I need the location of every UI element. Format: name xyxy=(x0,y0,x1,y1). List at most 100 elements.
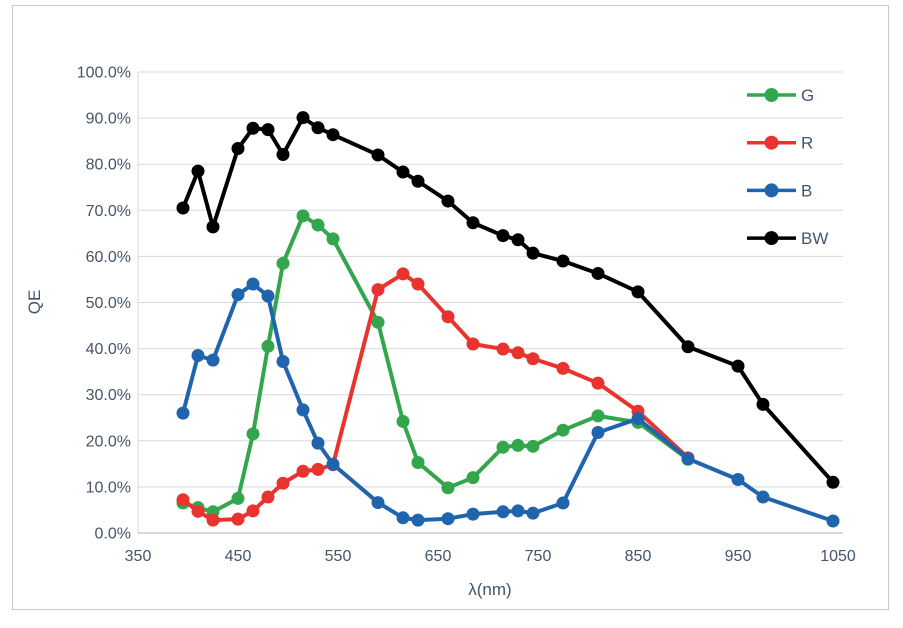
data-point-B-745nm xyxy=(526,506,540,520)
data-point-BW-1045nm xyxy=(826,475,840,489)
data-point-BW-630nm xyxy=(411,174,425,188)
legend-label-R: R xyxy=(801,134,813,153)
data-point-R-530nm xyxy=(311,462,325,476)
x-tick-label-850: 850 xyxy=(625,548,652,565)
data-point-BW-745nm xyxy=(526,246,540,260)
data-point-R-450nm xyxy=(231,512,245,526)
series-plot xyxy=(176,111,840,528)
data-point-R-630nm xyxy=(411,277,425,291)
axis-lines xyxy=(137,72,843,534)
y-axis-title: QE xyxy=(25,290,44,315)
data-point-R-465nm xyxy=(246,504,260,518)
data-point-R-615nm xyxy=(396,267,410,281)
legend-marker-BW xyxy=(764,231,779,246)
data-point-BW-775nm xyxy=(556,254,570,268)
data-point-B-1045nm xyxy=(826,514,840,528)
data-point-BW-515nm xyxy=(296,111,310,125)
gridlines xyxy=(138,71,843,488)
data-point-G-545nm xyxy=(326,232,340,246)
x-tick-label-550: 550 xyxy=(325,548,352,565)
data-point-R-410nm xyxy=(191,504,205,518)
legend-item-R: R xyxy=(747,134,813,153)
data-point-G-715nm xyxy=(496,440,510,454)
data-point-B-715nm xyxy=(496,505,510,519)
data-point-G-530nm xyxy=(311,218,325,232)
data-point-R-660nm xyxy=(441,310,455,324)
y-tick-label-0: 0.0% xyxy=(95,526,131,543)
legend-label-BW: BW xyxy=(801,229,828,248)
data-point-BW-495nm xyxy=(276,148,290,162)
data-point-G-660nm xyxy=(441,481,455,495)
data-point-B-425nm xyxy=(206,353,220,367)
data-point-B-950nm xyxy=(731,473,745,487)
data-point-R-715nm xyxy=(496,342,510,356)
legend: G R B BW xyxy=(747,86,828,248)
legend-marker-B xyxy=(764,183,779,198)
data-point-G-810nm xyxy=(591,409,605,423)
data-point-R-425nm xyxy=(206,513,220,527)
series-markers-B xyxy=(176,277,840,528)
data-point-G-480nm xyxy=(261,339,275,353)
series-line-R xyxy=(181,271,690,523)
data-point-B-900nm xyxy=(681,452,695,466)
data-point-B-685nm xyxy=(466,507,480,521)
x-tick-label-350: 350 xyxy=(125,548,152,565)
data-point-G-590nm xyxy=(371,315,385,329)
data-point-B-615nm xyxy=(396,511,410,525)
x-axis-title: λ(nm) xyxy=(468,580,511,599)
legend-item-BW: BW xyxy=(747,229,828,248)
data-point-B-395nm xyxy=(176,406,190,420)
data-point-B-630nm xyxy=(411,513,425,527)
series-line-G xyxy=(181,213,690,514)
data-point-G-515nm xyxy=(296,209,310,223)
data-point-BW-950nm xyxy=(731,359,745,373)
data-point-G-730nm xyxy=(511,438,525,452)
y-tick-label-70: 70.0% xyxy=(86,203,131,220)
data-point-BW-685nm xyxy=(466,216,480,230)
y-tick-label-30: 30.0% xyxy=(86,387,131,404)
legend-marker-G xyxy=(764,88,779,102)
data-point-B-660nm xyxy=(441,512,455,526)
data-point-BW-425nm xyxy=(206,220,220,234)
chart-frame-border xyxy=(12,5,889,610)
data-point-G-450nm xyxy=(231,491,245,505)
data-point-G-615nm xyxy=(396,414,410,428)
data-point-R-495nm xyxy=(276,476,290,490)
data-point-BW-975nm xyxy=(756,397,770,411)
legend-label-B: B xyxy=(801,181,812,200)
series-markers-BW xyxy=(176,111,840,489)
data-point-B-450nm xyxy=(231,288,245,302)
x-tick-label-450: 450 xyxy=(225,548,252,565)
data-point-BW-810nm xyxy=(591,266,605,280)
data-point-BW-395nm xyxy=(176,201,190,215)
data-point-BW-850nm xyxy=(631,285,645,299)
x-tick-label-1050: 1050 xyxy=(820,548,856,565)
data-point-B-775nm xyxy=(556,496,570,510)
data-point-BW-715nm xyxy=(496,229,510,243)
data-point-BW-465nm xyxy=(246,121,260,135)
data-point-BW-900nm xyxy=(681,340,695,354)
data-point-BW-410nm xyxy=(191,164,205,178)
data-point-B-545nm xyxy=(326,457,340,471)
data-point-B-850nm xyxy=(631,412,645,426)
data-point-B-410nm xyxy=(191,349,205,363)
y-tick-label-60: 60.0% xyxy=(86,249,131,266)
x-tick-label-950: 950 xyxy=(725,548,752,565)
y-tick-label-100: 100.0% xyxy=(77,65,131,82)
x-tick-label-750: 750 xyxy=(525,548,552,565)
data-point-BW-660nm xyxy=(441,194,455,208)
data-point-B-810nm xyxy=(591,426,605,440)
y-tick-label-80: 80.0% xyxy=(86,157,131,174)
data-point-R-775nm xyxy=(556,361,570,375)
data-point-BW-530nm xyxy=(311,121,325,135)
data-point-G-630nm xyxy=(411,455,425,469)
data-point-R-395nm xyxy=(176,493,190,507)
data-point-R-745nm xyxy=(526,352,540,366)
series-line-BW xyxy=(181,115,835,485)
data-point-B-495nm xyxy=(276,355,290,369)
legend-item-G: G xyxy=(747,86,814,105)
data-point-G-745nm xyxy=(526,439,540,453)
data-point-G-685nm xyxy=(466,471,480,485)
data-point-B-530nm xyxy=(311,436,325,450)
